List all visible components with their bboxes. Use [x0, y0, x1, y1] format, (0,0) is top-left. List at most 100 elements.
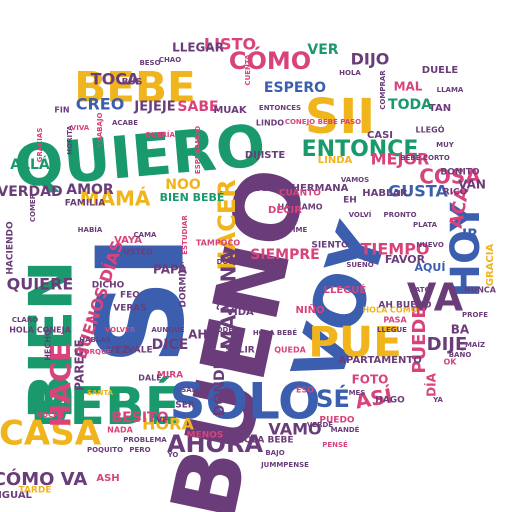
- word-hace-13: HACE: [44, 343, 77, 428]
- word-plata-160: PLATA: [413, 221, 438, 229]
- word-aqui-60: AQUÍ: [415, 261, 446, 274]
- word-toca-40: TOCA: [91, 70, 140, 89]
- word-habia-164: HABÍA: [78, 225, 103, 234]
- word-dicho-113: DICHO: [92, 281, 125, 291]
- word-viva-129: VIVA: [71, 124, 90, 132]
- word-como-16: CÓMO: [229, 45, 311, 75]
- word-verde-135: VERDE: [307, 421, 333, 429]
- word-hermana-65: HERMANA: [292, 183, 349, 194]
- word-besito-46: BESITO: [112, 410, 169, 426]
- word-tan-56: TAN: [429, 103, 451, 114]
- word-enseno-138: ENSEÑO: [233, 189, 242, 221]
- word-pense-153: PENSÉ: [322, 440, 348, 449]
- word-como-va-25: CÓMO VA: [0, 468, 87, 490]
- word-apartamento-71: APARTAMENTO: [338, 355, 421, 366]
- word-decir-82: DECIR: [268, 205, 302, 216]
- word-vale-119: VALE: [127, 346, 152, 356]
- word-dijiste-69: DIJISTE: [245, 150, 285, 161]
- word-salir-83: SALIR: [225, 346, 255, 356]
- word-ir-54: IR: [462, 227, 478, 243]
- word-santa-118: SANTA: [87, 389, 114, 397]
- word-pronto-174: PRONTO: [383, 211, 416, 219]
- word-entonce-15: ENTONCE: [302, 137, 419, 162]
- word-muy-146: MUY: [436, 141, 455, 149]
- word-si-0: SI: [73, 234, 212, 365]
- word-bebe-corto-92: BEBE CORTO: [400, 154, 450, 162]
- word-jejeje-42: JEJEJE: [133, 100, 175, 115]
- word-manana-19: MAÑANA: [217, 250, 241, 350]
- word-igual-74: IGUAL: [0, 490, 33, 501]
- word-comer-130: COMER: [29, 193, 37, 222]
- word-bebe-5: BEBÉ: [30, 376, 180, 437]
- word-bajo-158: BAJO: [265, 449, 284, 457]
- word-dale-105: DALE: [138, 374, 161, 383]
- word-veras-111: VERAS: [113, 304, 147, 314]
- word-comprar-161: COMPRAR: [379, 70, 387, 110]
- word-dije-30: DIJE: [427, 334, 468, 355]
- word-foto-55: FOTO: [352, 373, 389, 387]
- word-gracia-62: GRACIA: [485, 244, 496, 287]
- word-ya-168: YA: [432, 396, 443, 404]
- word-volvi-173: VOLVÍ: [349, 210, 372, 219]
- word-queria-131: QUERÍA: [145, 130, 175, 139]
- word-dijo-37: DIJO: [351, 50, 390, 69]
- word-vamos-159: VAMOS: [341, 176, 369, 184]
- word-ash-103: ASH: [96, 473, 119, 484]
- word-llegar-49: LLEGAR: [172, 41, 224, 55]
- word-beso-177: BESO: [139, 59, 160, 67]
- word-llegue-78: LLEGUÉ: [324, 283, 367, 296]
- word-queda-100: QUEDA: [274, 346, 306, 355]
- word-hola-171: HOLA: [339, 69, 361, 77]
- word-favor-59: FAVOR: [385, 253, 426, 266]
- word-van-53: VAN: [458, 178, 486, 192]
- word-sali-176: SALÍ: [181, 385, 199, 394]
- word-llego-93: LLEGÓ: [415, 124, 444, 135]
- word-nuevo-162: NUEVO: [416, 241, 444, 249]
- word-jummpense-106: JUMMPENSE: [260, 461, 309, 469]
- word-bien-4: BIEN: [17, 260, 87, 419]
- word-mal-51: MAL: [394, 80, 423, 94]
- word-listo-36: LISTO: [204, 35, 256, 54]
- word-verdad-22: VERDAD: [0, 184, 63, 200]
- word-nunca-96: NUNCA: [464, 286, 497, 295]
- word-cuenta-148: CUENTA: [244, 54, 252, 86]
- word-espero-39: ESPERO: [264, 80, 326, 96]
- word-creo-41: CREO: [76, 95, 125, 114]
- word-pue-9: PUE: [308, 318, 402, 367]
- word-amor-45: AMOR: [66, 182, 114, 198]
- word-lindo-115: LINDO: [256, 119, 284, 128]
- word-profe-155: PROFE: [462, 311, 488, 319]
- word-poquito-151: POQUITO: [87, 446, 123, 454]
- word-estudiar-142: ESTUDIAR: [181, 215, 189, 255]
- word-familia-117: FAMILIA: [65, 199, 105, 209]
- word-bien-bebe-57: BIEN BEBÉ: [160, 191, 225, 204]
- word-hablas-154: HABLAS: [79, 336, 111, 344]
- word-haciendo-116: HACIENDO: [6, 221, 16, 275]
- word-mama-17: MAMÁ: [80, 187, 151, 211]
- word-poder-140: PODER: [211, 326, 239, 334]
- word-nino-80: NIÑO: [296, 303, 325, 316]
- word-eso-101: ESO: [296, 386, 314, 395]
- word-cloud-words: SIBUENOVOYQUIEROBIENBEBÉSOLOBEBESIIPUEHO…: [0, 35, 497, 512]
- word-duele-84: DUELE: [422, 65, 459, 76]
- word-hago-98: HAGO: [375, 396, 405, 406]
- word-casi-67: CASI: [367, 130, 393, 141]
- word-se-28: SÉ: [316, 384, 350, 413]
- word-cosa-23: COSA: [419, 165, 481, 189]
- word-hecho-108: HECHO: [44, 329, 53, 361]
- word-rico-95: RICO: [443, 188, 468, 198]
- word-llama-145: LLAMA: [437, 86, 464, 94]
- word-noo-52: NOO: [165, 177, 201, 193]
- word-rato-175: RATO: [410, 286, 431, 294]
- word-bus-134: BUS: [122, 78, 143, 88]
- word-eh-124: EH: [343, 196, 357, 206]
- word-menos-72: MENOS: [187, 431, 224, 441]
- word-bonito-94: BONITO: [440, 168, 480, 178]
- word-hola-bebe-150: HOLA BEBÉ: [253, 328, 298, 337]
- word-toda-38: TODA: [388, 97, 432, 113]
- word-usted-112: USTED: [123, 248, 153, 257]
- word-tampoco-88: TAMPOCO: [196, 239, 241, 248]
- word-ah-bueno-121: AH BUENO: [378, 301, 431, 311]
- word-mande-136: MANDÉ: [331, 425, 360, 434]
